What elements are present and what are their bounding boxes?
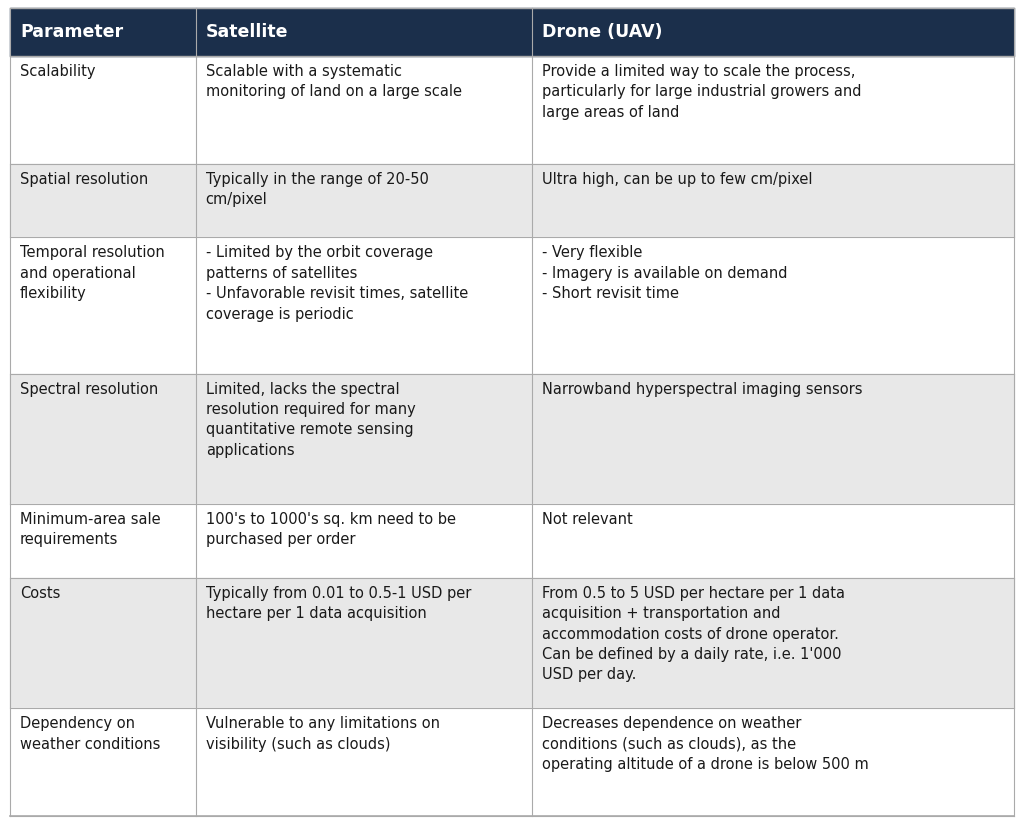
Text: Dependency on
weather conditions: Dependency on weather conditions xyxy=(20,716,161,751)
Bar xyxy=(196,709,532,816)
Text: - Very flexible
- Imagery is available on demand
- Short revisit time: - Very flexible - Imagery is available o… xyxy=(542,246,787,302)
Bar xyxy=(532,373,1014,504)
Text: Not relevant: Not relevant xyxy=(542,512,633,527)
Text: Spectral resolution: Spectral resolution xyxy=(20,382,159,396)
Text: Scalability: Scalability xyxy=(20,64,95,79)
Bar xyxy=(10,8,196,56)
Text: Costs: Costs xyxy=(20,586,60,601)
Text: Vulnerable to any limitations on
visibility (such as clouds): Vulnerable to any limitations on visibil… xyxy=(206,716,439,751)
Bar xyxy=(532,504,1014,578)
Text: Satellite: Satellite xyxy=(206,23,288,41)
Bar xyxy=(532,8,1014,56)
Bar xyxy=(532,164,1014,237)
Text: Provide a limited way to scale the process,
particularly for large industrial gr: Provide a limited way to scale the proce… xyxy=(542,64,861,119)
Text: Drone (UAV): Drone (UAV) xyxy=(542,23,663,41)
Bar xyxy=(196,164,532,237)
Bar xyxy=(196,56,532,164)
Bar xyxy=(196,578,532,709)
Bar xyxy=(532,237,1014,373)
Text: Parameter: Parameter xyxy=(20,23,123,41)
Text: Decreases dependence on weather
conditions (such as clouds), as the
operating al: Decreases dependence on weather conditio… xyxy=(542,716,868,772)
Bar xyxy=(196,373,532,504)
Bar xyxy=(532,56,1014,164)
Bar xyxy=(532,578,1014,709)
Text: Ultra high, can be up to few cm/pixel: Ultra high, can be up to few cm/pixel xyxy=(542,171,813,187)
Text: Scalable with a systematic
monitoring of land on a large scale: Scalable with a systematic monitoring of… xyxy=(206,64,462,100)
Text: Temporal resolution
and operational
flexibility: Temporal resolution and operational flex… xyxy=(20,246,165,302)
Bar xyxy=(10,373,196,504)
Bar xyxy=(10,709,196,816)
Text: Minimum-area sale
requirements: Minimum-area sale requirements xyxy=(20,512,161,547)
Bar xyxy=(10,237,196,373)
Text: Narrowband hyperspectral imaging sensors: Narrowband hyperspectral imaging sensors xyxy=(542,382,862,396)
Bar xyxy=(532,709,1014,816)
Bar xyxy=(10,578,196,709)
Bar xyxy=(196,237,532,373)
Text: 100's to 1000's sq. km need to be
purchased per order: 100's to 1000's sq. km need to be purcha… xyxy=(206,512,456,547)
Bar xyxy=(196,8,532,56)
Text: From 0.5 to 5 USD per hectare per 1 data
acquisition + transportation and
accomm: From 0.5 to 5 USD per hectare per 1 data… xyxy=(542,586,845,682)
Bar xyxy=(196,504,532,578)
Bar xyxy=(10,164,196,237)
Bar xyxy=(10,56,196,164)
Text: Typically from 0.01 to 0.5-1 USD per
hectare per 1 data acquisition: Typically from 0.01 to 0.5-1 USD per hec… xyxy=(206,586,471,621)
Text: - Limited by the orbit coverage
patterns of satellites
- Unfavorable revisit tim: - Limited by the orbit coverage patterns… xyxy=(206,246,468,321)
Text: Limited, lacks the spectral
resolution required for many
quantitative remote sen: Limited, lacks the spectral resolution r… xyxy=(206,382,416,458)
Text: Spatial resolution: Spatial resolution xyxy=(20,171,148,187)
Text: Typically in the range of 20-50
cm/pixel: Typically in the range of 20-50 cm/pixel xyxy=(206,171,429,207)
Bar xyxy=(10,504,196,578)
